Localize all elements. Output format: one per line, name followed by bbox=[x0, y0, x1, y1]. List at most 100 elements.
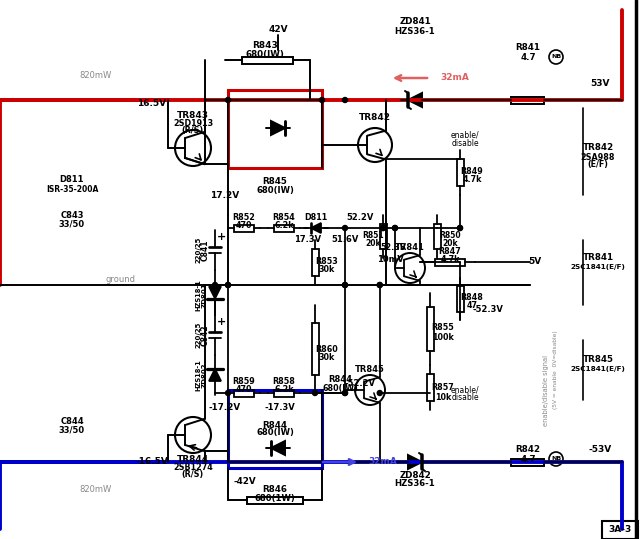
Text: 2SA988: 2SA988 bbox=[580, 153, 615, 162]
Text: enable/: enable/ bbox=[451, 385, 479, 395]
Circle shape bbox=[225, 282, 230, 287]
Text: TR841: TR841 bbox=[395, 244, 425, 252]
Text: 2SC1841(E/F): 2SC1841(E/F) bbox=[571, 264, 625, 270]
Circle shape bbox=[225, 282, 230, 287]
Circle shape bbox=[319, 98, 324, 102]
Text: R849: R849 bbox=[461, 168, 483, 176]
Text: HZS36-1: HZS36-1 bbox=[395, 26, 435, 36]
Text: R843: R843 bbox=[252, 40, 278, 50]
Polygon shape bbox=[209, 287, 221, 299]
Text: 3A-3: 3A-3 bbox=[609, 526, 632, 535]
Text: 6.2k: 6.2k bbox=[274, 385, 294, 395]
Text: 32mA: 32mA bbox=[369, 458, 397, 466]
Text: 680(1W): 680(1W) bbox=[255, 494, 296, 502]
Text: 680(IW): 680(IW) bbox=[246, 50, 284, 59]
Circle shape bbox=[342, 390, 348, 396]
Text: 6.2k: 6.2k bbox=[274, 222, 294, 231]
Text: R858: R858 bbox=[273, 377, 296, 385]
Text: ZD801: ZD801 bbox=[202, 282, 208, 308]
Text: -42V: -42V bbox=[234, 478, 256, 487]
Bar bbox=[312, 323, 319, 375]
Text: 52.2V: 52.2V bbox=[346, 212, 374, 222]
Text: R844: R844 bbox=[328, 376, 352, 384]
Text: R852: R852 bbox=[232, 213, 255, 223]
Text: 2SB1274: 2SB1274 bbox=[173, 464, 213, 473]
Text: 470: 470 bbox=[236, 385, 252, 395]
Text: NB: NB bbox=[551, 54, 561, 59]
Text: (R/S): (R/S) bbox=[182, 471, 204, 480]
Text: D811: D811 bbox=[305, 213, 328, 223]
Text: 20k: 20k bbox=[365, 239, 381, 248]
Bar bbox=[456, 286, 463, 312]
Text: 100k: 100k bbox=[432, 333, 454, 342]
Text: -16.5V: -16.5V bbox=[136, 458, 168, 466]
Circle shape bbox=[342, 390, 348, 396]
Circle shape bbox=[392, 225, 397, 231]
Text: 2SC1841(E/F): 2SC1841(E/F) bbox=[571, 366, 625, 372]
Text: C843: C843 bbox=[60, 211, 84, 219]
Bar bbox=[312, 249, 319, 276]
Text: 17.2V: 17.2V bbox=[211, 191, 239, 201]
Text: 5V: 5V bbox=[529, 258, 541, 266]
Text: 47: 47 bbox=[467, 301, 477, 310]
Text: 680(IW): 680(IW) bbox=[322, 384, 358, 392]
Text: ISR-35-200A: ISR-35-200A bbox=[46, 184, 98, 194]
Text: R842: R842 bbox=[515, 446, 541, 454]
Circle shape bbox=[458, 225, 463, 231]
Text: R860: R860 bbox=[316, 344, 339, 354]
Text: R859: R859 bbox=[232, 377, 255, 385]
Text: R845: R845 bbox=[262, 177, 287, 186]
Bar bbox=[426, 307, 433, 350]
Bar bbox=[456, 159, 463, 186]
Text: 52.3V: 52.3V bbox=[380, 244, 406, 252]
Bar bbox=[602, 521, 638, 539]
Bar bbox=[275, 225, 294, 231]
Text: NB: NB bbox=[551, 457, 561, 461]
Text: 53V: 53V bbox=[590, 79, 610, 87]
Text: R855: R855 bbox=[431, 323, 454, 333]
Text: -52.3V: -52.3V bbox=[472, 306, 504, 314]
Text: 220/25: 220/25 bbox=[195, 237, 201, 263]
Text: (E/F): (E/F) bbox=[588, 161, 609, 169]
Text: 10k: 10k bbox=[435, 392, 451, 402]
Text: C841: C841 bbox=[200, 239, 209, 261]
Polygon shape bbox=[209, 369, 221, 381]
Text: 820mW: 820mW bbox=[79, 71, 111, 79]
Text: +: + bbox=[218, 317, 227, 327]
Polygon shape bbox=[271, 441, 285, 455]
Circle shape bbox=[342, 282, 348, 287]
Polygon shape bbox=[408, 93, 422, 107]
Circle shape bbox=[381, 225, 385, 231]
Bar bbox=[275, 390, 294, 397]
Bar bbox=[433, 224, 440, 250]
Text: R841: R841 bbox=[515, 44, 541, 52]
Text: R844: R844 bbox=[262, 420, 287, 430]
Text: 4.7: 4.7 bbox=[520, 52, 536, 61]
Text: D811: D811 bbox=[60, 176, 84, 184]
Circle shape bbox=[342, 225, 348, 231]
Circle shape bbox=[377, 282, 382, 287]
Text: 4.7k: 4.7k bbox=[462, 176, 482, 184]
Text: HZS18-1: HZS18-1 bbox=[195, 359, 201, 391]
Bar bbox=[380, 224, 387, 250]
Polygon shape bbox=[311, 223, 321, 233]
Text: C842: C842 bbox=[200, 324, 209, 345]
Circle shape bbox=[225, 98, 230, 102]
Text: R846: R846 bbox=[262, 486, 287, 494]
Text: 30k: 30k bbox=[319, 353, 335, 362]
Text: -53V: -53V bbox=[588, 446, 612, 454]
Text: R853: R853 bbox=[316, 258, 339, 266]
Circle shape bbox=[377, 390, 382, 396]
Text: (5V = enable  0V=disable): (5V = enable 0V=disable) bbox=[554, 330, 559, 410]
Text: R848: R848 bbox=[461, 294, 483, 302]
Text: 17.3V: 17.3V bbox=[294, 236, 321, 245]
Text: 680(IW): 680(IW) bbox=[256, 429, 294, 438]
Bar bbox=[435, 259, 465, 266]
Text: 16.5V: 16.5V bbox=[138, 99, 166, 107]
Text: TR845: TR845 bbox=[582, 356, 614, 364]
Circle shape bbox=[342, 98, 348, 102]
Text: 10mV: 10mV bbox=[376, 255, 403, 265]
Bar bbox=[511, 459, 544, 466]
Bar bbox=[242, 57, 293, 64]
Circle shape bbox=[458, 225, 463, 231]
